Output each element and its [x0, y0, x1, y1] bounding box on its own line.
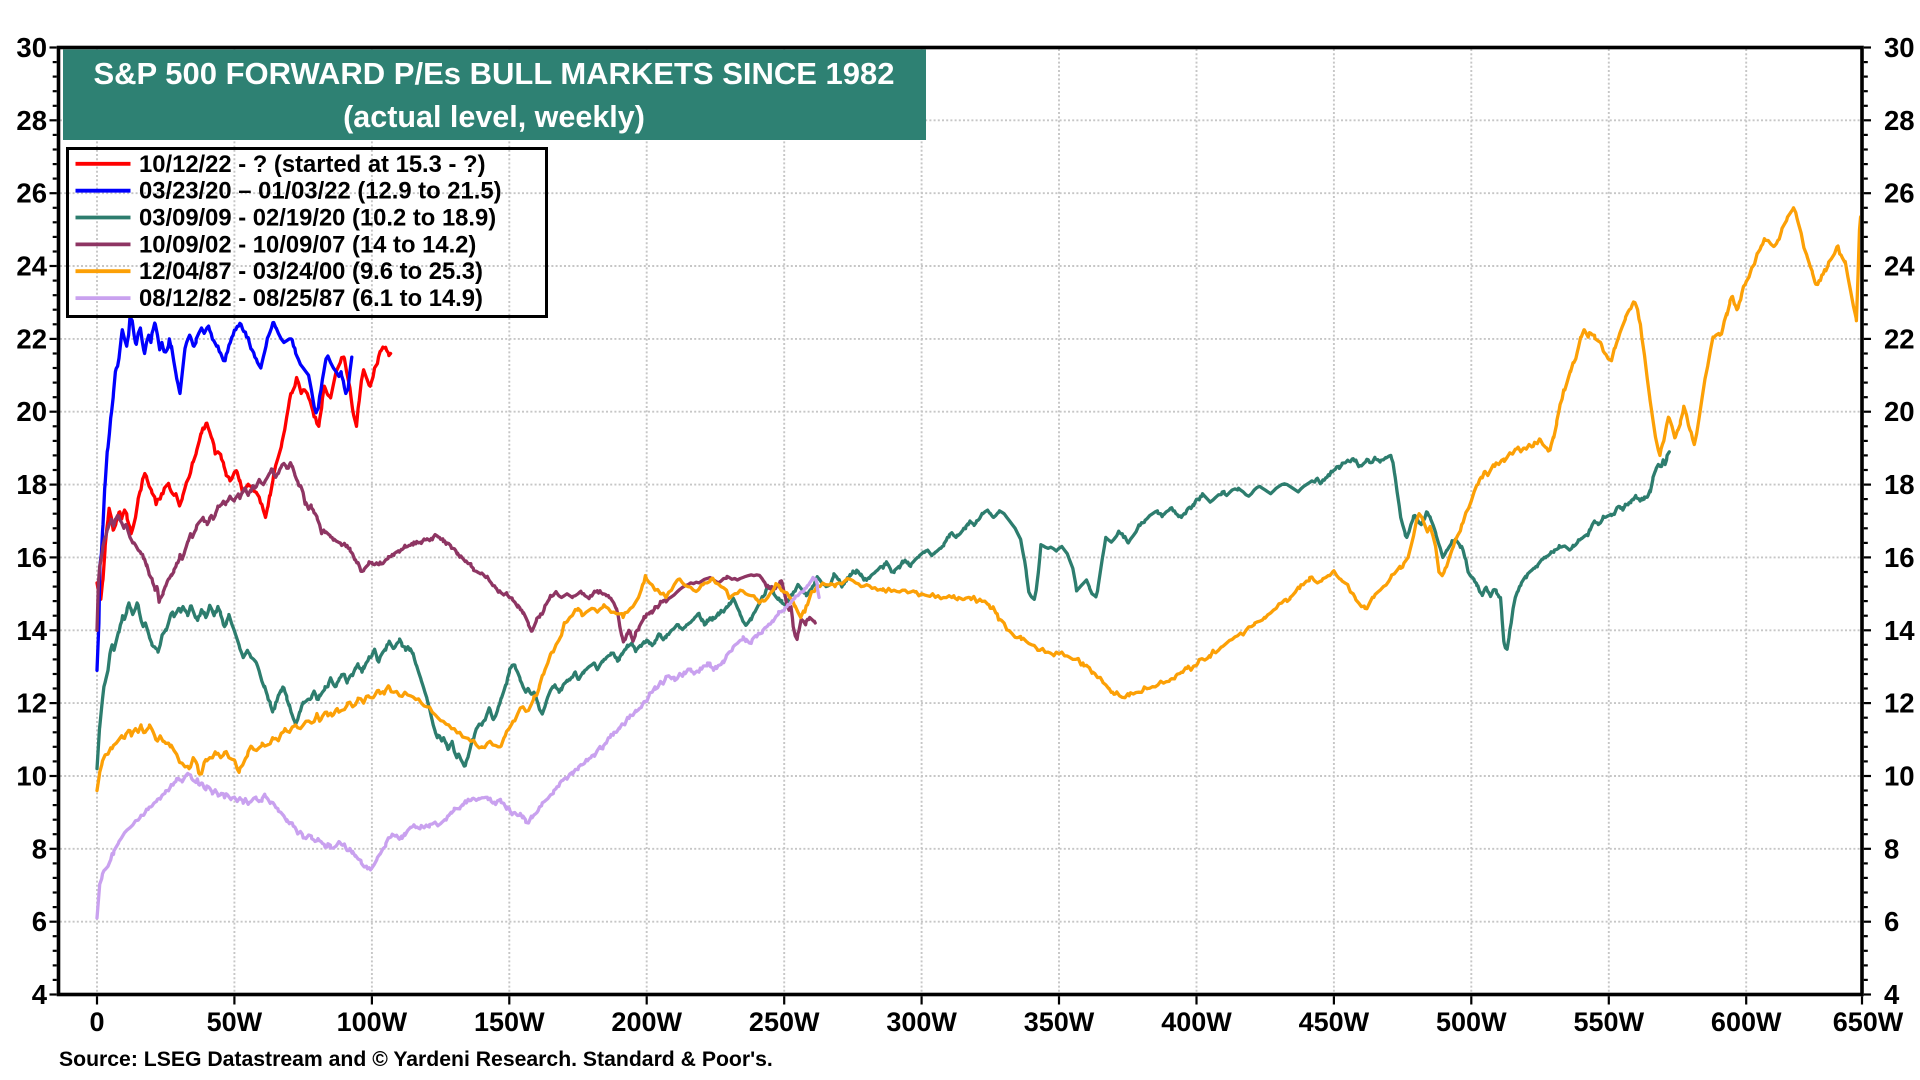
- svg-text:400W: 400W: [1161, 1007, 1232, 1037]
- svg-text:450W: 450W: [1299, 1007, 1370, 1037]
- svg-text:24: 24: [1884, 251, 1915, 282]
- svg-text:600W: 600W: [1711, 1007, 1782, 1037]
- svg-text:30: 30: [1884, 32, 1915, 63]
- svg-text:6: 6: [1884, 906, 1899, 937]
- svg-text:24: 24: [16, 251, 47, 282]
- svg-text:0: 0: [89, 1007, 104, 1037]
- svg-text:8: 8: [32, 833, 47, 864]
- svg-text:26: 26: [16, 178, 47, 209]
- svg-text:50W: 50W: [207, 1007, 263, 1037]
- svg-text:08/12/82 - 08/25/87 (6.1 to 14: 08/12/82 - 08/25/87 (6.1 to 14.9): [139, 285, 483, 312]
- svg-text:500W: 500W: [1436, 1007, 1507, 1037]
- svg-text:350W: 350W: [1024, 1007, 1095, 1037]
- svg-text:650W: 650W: [1833, 1007, 1904, 1037]
- svg-text:12/04/87 - 03/24/00 (9.6 to 25: 12/04/87 - 03/24/00 (9.6 to 25.3): [139, 258, 483, 285]
- svg-text:200W: 200W: [611, 1007, 682, 1037]
- svg-text:550W: 550W: [1574, 1007, 1645, 1037]
- svg-text:Source: LSEG Datastream and ©: Source: LSEG Datastream and © Yardeni Re…: [59, 1048, 773, 1071]
- svg-text:10/12/22 - ? (started at 15.3: 10/12/22 - ? (started at 15.3 - ?): [139, 151, 486, 178]
- svg-text:S&P 500 FORWARD P/Es BULL MARK: S&P 500 FORWARD P/Es BULL MARKETS SINCE …: [93, 56, 894, 91]
- svg-text:14: 14: [16, 615, 47, 646]
- svg-text:20: 20: [16, 396, 47, 427]
- svg-text:(actual level, weekly): (actual level, weekly): [343, 100, 645, 134]
- svg-text:300W: 300W: [886, 1007, 957, 1037]
- svg-text:10/09/02 - 10/09/07 (14 to 14.: 10/09/02 - 10/09/07 (14 to 14.2): [139, 231, 476, 258]
- svg-text:22: 22: [1884, 323, 1915, 354]
- svg-text:10: 10: [1884, 761, 1915, 792]
- svg-text:28: 28: [1884, 105, 1915, 136]
- svg-text:03/23/20 – 01/03/22 (12.9 to 2: 03/23/20 – 01/03/22 (12.9 to 21.5): [139, 178, 502, 205]
- svg-text:4: 4: [32, 979, 48, 1010]
- svg-text:150W: 150W: [474, 1007, 545, 1037]
- svg-text:12: 12: [1884, 688, 1915, 719]
- svg-text:8: 8: [1884, 833, 1899, 864]
- svg-text:250W: 250W: [749, 1007, 820, 1037]
- svg-text:18: 18: [1884, 469, 1915, 500]
- svg-text:18: 18: [16, 469, 47, 500]
- svg-text:28: 28: [16, 105, 47, 136]
- svg-text:14: 14: [1884, 615, 1915, 646]
- svg-text:26: 26: [1884, 178, 1915, 209]
- svg-text:6: 6: [32, 906, 47, 937]
- svg-text:10: 10: [16, 761, 47, 792]
- svg-text:22: 22: [16, 323, 47, 354]
- svg-text:16: 16: [16, 542, 47, 573]
- svg-text:16: 16: [1884, 542, 1915, 573]
- svg-text:100W: 100W: [337, 1007, 408, 1037]
- svg-text:03/09/09 - 02/19/20 (10.2 to 1: 03/09/09 - 02/19/20 (10.2 to 18.9): [139, 205, 496, 232]
- svg-text:12: 12: [16, 688, 47, 719]
- svg-text:4: 4: [1884, 979, 1900, 1010]
- svg-text:20: 20: [1884, 396, 1915, 427]
- svg-text:30: 30: [16, 32, 47, 63]
